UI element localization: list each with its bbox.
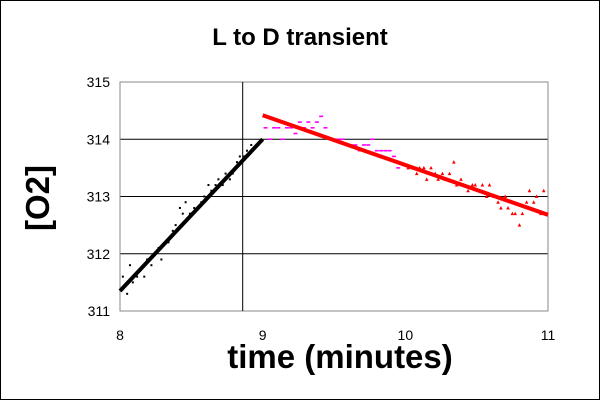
data-point (480, 183, 485, 187)
data-point (424, 177, 429, 181)
data-point (293, 132, 298, 135)
data-point (391, 155, 396, 158)
data-point (340, 138, 345, 141)
data-point (361, 144, 366, 146)
data-point (150, 264, 153, 267)
data-point (289, 127, 294, 129)
chart-title: L to D transient (212, 24, 388, 51)
data-point (263, 127, 268, 129)
data-point (466, 188, 470, 193)
y-tick-label: 311 (88, 303, 111, 319)
trend-line (262, 113, 549, 217)
data-point (136, 275, 139, 278)
data-point (531, 200, 536, 204)
data-point (383, 149, 388, 152)
data-point (184, 201, 187, 204)
data-point (366, 144, 371, 146)
data-point (228, 178, 231, 181)
data-point (284, 127, 289, 129)
data-point (297, 121, 302, 123)
data-point (541, 188, 546, 193)
data-point (499, 205, 503, 210)
data-point (267, 138, 272, 141)
data-point (484, 194, 489, 198)
data-point (496, 200, 500, 204)
data-point (503, 194, 507, 198)
x-tick-label: 9 (259, 327, 267, 343)
data-point (210, 189, 213, 192)
data-point (323, 127, 328, 129)
data-point (379, 149, 384, 152)
data-point (447, 171, 452, 176)
data-point (245, 149, 248, 152)
plot-border (119, 81, 549, 312)
data-point (374, 149, 379, 152)
x-tick-label: 10 (398, 327, 414, 343)
data-point (235, 161, 238, 164)
data-point (143, 275, 146, 278)
data-point (370, 138, 375, 141)
data-point (224, 172, 227, 175)
data-point (280, 138, 285, 141)
y-tick-label: 314 (87, 131, 111, 147)
data-point (436, 177, 440, 181)
data-point (250, 143, 253, 146)
data-point (459, 177, 463, 181)
data-point (524, 200, 529, 204)
data-point (473, 183, 478, 187)
data-point (272, 127, 277, 129)
data-point (470, 183, 475, 187)
data-point (534, 194, 539, 198)
data-point (506, 205, 510, 210)
data-point (527, 188, 532, 193)
y-tick-label: 313 (87, 189, 111, 205)
trend-line (118, 137, 265, 293)
data-point (310, 127, 315, 129)
data-point (336, 138, 341, 141)
data-point (452, 160, 456, 164)
data-point (517, 223, 522, 227)
data-point (221, 184, 224, 187)
data-point (178, 206, 181, 209)
data-point (422, 165, 426, 170)
data-point (217, 178, 220, 181)
data-point (128, 264, 131, 267)
x-tick-label: 11 (541, 327, 556, 343)
data-point (131, 281, 134, 284)
data-point (510, 211, 515, 216)
data-point (440, 171, 445, 176)
data-point (193, 206, 196, 209)
data-point (487, 183, 492, 187)
data-point (167, 241, 170, 244)
x-tick-label: 8 (116, 327, 124, 343)
data-point (181, 212, 184, 215)
data-point (414, 171, 419, 176)
data-point (429, 165, 433, 170)
data-point (160, 258, 163, 261)
data-point (214, 184, 217, 187)
data-point (276, 127, 281, 129)
y-tick-label: 315 (87, 74, 111, 90)
data-point (520, 211, 525, 216)
data-point (314, 121, 319, 123)
y-tick-label: 312 (87, 246, 111, 262)
data-point (174, 224, 177, 227)
data-point (513, 211, 517, 216)
data-point (306, 121, 311, 123)
data-point (171, 229, 174, 232)
data-point (121, 275, 124, 278)
data-point (238, 155, 241, 158)
data-point (319, 115, 324, 118)
data-point (396, 167, 401, 169)
data-point (188, 212, 191, 215)
x-axis-label: time (minutes) (227, 338, 453, 375)
data-point (353, 144, 358, 146)
data-point (207, 184, 210, 187)
data-point (387, 149, 392, 152)
data-point (203, 195, 206, 198)
data-point (126, 292, 129, 295)
